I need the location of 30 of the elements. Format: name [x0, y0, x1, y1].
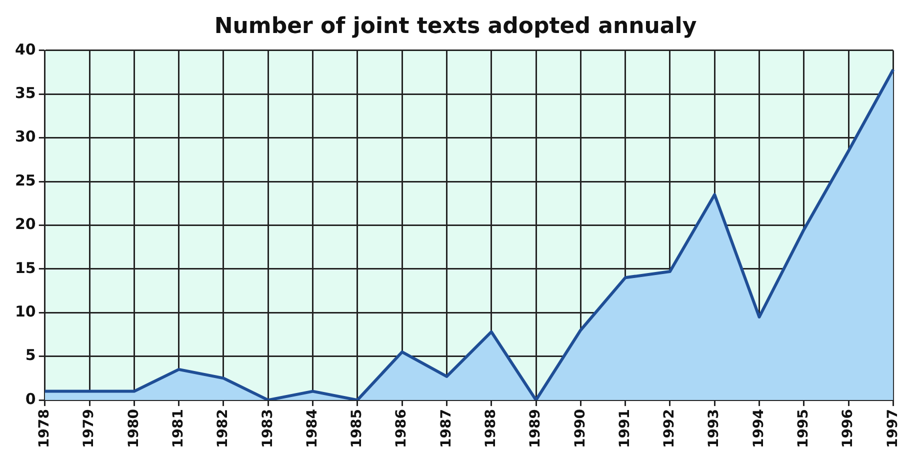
x-tick-label: 1996: [840, 409, 856, 448]
y-tick-label: 30: [15, 128, 36, 146]
x-tick-label: 1983: [260, 409, 276, 448]
x-tick-label: 1991: [616, 409, 633, 448]
x-tick-label: 1995: [796, 409, 812, 448]
y-tick-label: 0: [25, 390, 36, 408]
chart-title: Number of joint texts adopted annualy: [214, 14, 697, 39]
x-tick-label: 1988: [483, 409, 499, 448]
y-tick-label: 35: [15, 84, 36, 102]
x-tick-label: 1989: [528, 409, 544, 448]
x-tick-label: 1990: [572, 408, 588, 448]
x-tick-label: 1981: [170, 409, 186, 448]
y-tick-label: 40: [15, 40, 36, 58]
x-tick-label: 1997: [884, 409, 901, 448]
x-tick-label: 1992: [662, 409, 678, 448]
y-tick-label: 25: [15, 171, 36, 190]
y-tick-label: 15: [15, 258, 36, 277]
x-tick-label: 1993: [706, 409, 722, 448]
x-tick-label: 1982: [215, 409, 232, 448]
x-tick-label: 1984: [304, 408, 320, 448]
y-tick-label: 10: [15, 302, 36, 321]
x-tick-label: 1978: [36, 409, 53, 448]
x-tick-label: 1994: [750, 408, 767, 448]
x-tick-label: 1986: [394, 409, 410, 448]
x-tick-label: 1987: [438, 409, 454, 448]
x-tick-label: 1980: [126, 408, 142, 448]
y-tick-label: 20: [15, 215, 36, 234]
x-tick-label: 1979: [81, 409, 98, 448]
y-tick-label: 5: [25, 346, 36, 364]
x-tick-label: 1985: [349, 409, 366, 448]
